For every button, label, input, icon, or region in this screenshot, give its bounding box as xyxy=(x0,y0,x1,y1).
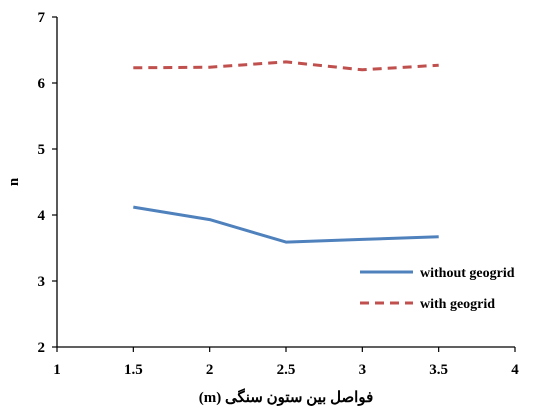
chart-ticks: 2 3 4 5 6 7 1 1.5 2 2.5 3 3.5 4 xyxy=(38,10,520,378)
x-tick-label: 1 xyxy=(53,362,61,378)
x-tick-label: 2.5 xyxy=(277,362,296,378)
x-tick-label: 4 xyxy=(511,362,519,378)
y-tick-label: 5 xyxy=(38,142,46,158)
y-tick-label: 7 xyxy=(38,10,46,26)
y-tick-label: 4 xyxy=(38,208,46,224)
y-tick-label: 3 xyxy=(38,274,46,290)
legend-label-0: without geogrid xyxy=(420,266,515,281)
y-tick-label: 2 xyxy=(38,340,46,356)
legend-label-1: with geogrid xyxy=(420,297,495,312)
chart-series xyxy=(133,60,439,244)
x-tick-label: 3 xyxy=(359,362,367,378)
x-axis-title: فواصل بین ستون سنگی (m) xyxy=(199,388,374,406)
series-line-1 xyxy=(133,60,439,72)
chart-legend: without geogrid with geogrid xyxy=(360,266,515,312)
series-line-0 xyxy=(133,205,439,244)
x-tick-label: 2 xyxy=(206,362,214,378)
y-axis-title: n xyxy=(6,177,22,186)
x-tick-label: 1.5 xyxy=(124,362,143,378)
y-tick-label: 6 xyxy=(38,76,46,92)
x-tick-label: 3.5 xyxy=(429,362,448,378)
